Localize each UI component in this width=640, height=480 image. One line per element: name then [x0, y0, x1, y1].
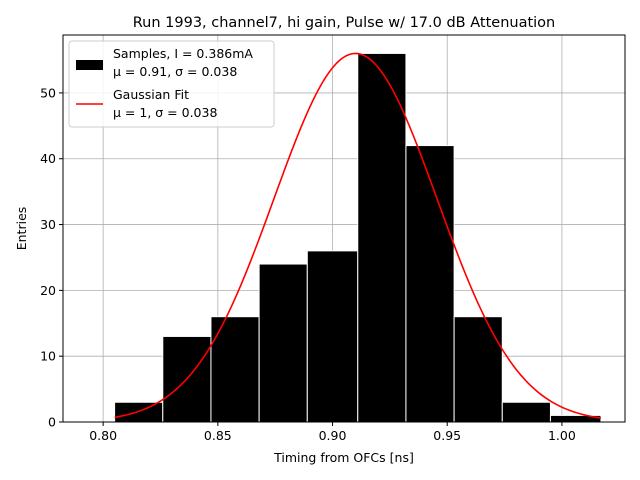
- grid-lines: [63, 35, 625, 423]
- y-tick-label: 10: [40, 349, 56, 364]
- x-tick-label: 0.95: [433, 428, 461, 443]
- legend: Samples, I = 0.386mA μ = 0.91, σ = 0.038…: [68, 40, 275, 128]
- legend-samples-swatch: [76, 60, 103, 70]
- y-axis-label: Entries: [14, 207, 29, 251]
- x-axis-ticks: 0.80 0.85 0.90 0.95 1.00: [89, 422, 576, 443]
- legend-samples-label-line1: Samples, I = 0.386mA: [113, 46, 253, 61]
- y-axis-ticks: 0 10 20 30 40 50: [40, 85, 63, 430]
- plot-frame: [62, 34, 626, 423]
- y-tick-label: 40: [40, 151, 56, 166]
- x-axis-label: Timing from OFCs [ns]: [273, 450, 414, 465]
- legend-samples-label-line2: μ = 0.91, σ = 0.038: [113, 64, 237, 79]
- y-tick-label: 0: [48, 415, 56, 430]
- y-tick-label: 20: [40, 283, 56, 298]
- legend-fit-label-line2: μ = 1, σ = 0.038: [113, 105, 217, 120]
- legend-box: [68, 40, 275, 128]
- histogram-bar: [453, 316, 503, 423]
- histogram-bars: [114, 52, 602, 423]
- histogram-bar: [501, 401, 551, 423]
- gaussian-fit-line: [114, 52, 602, 419]
- histogram-bar: [405, 145, 455, 423]
- x-tick-label: 0.85: [204, 428, 232, 443]
- legend-fit-label-line1: Gaussian Fit: [113, 87, 189, 102]
- histogram-bar: [357, 52, 407, 423]
- histogram-bar: [258, 263, 308, 423]
- x-tick-label: 0.90: [319, 428, 347, 443]
- x-tick-label: 1.00: [548, 428, 576, 443]
- x-tick-label: 0.80: [89, 428, 117, 443]
- histogram-bar: [306, 250, 359, 423]
- histogram-bar: [210, 316, 260, 423]
- y-tick-label: 30: [40, 217, 56, 232]
- y-tick-label: 50: [40, 85, 56, 100]
- chart-title: Run 1993, channel7, hi gain, Pulse w/ 17…: [133, 15, 556, 31]
